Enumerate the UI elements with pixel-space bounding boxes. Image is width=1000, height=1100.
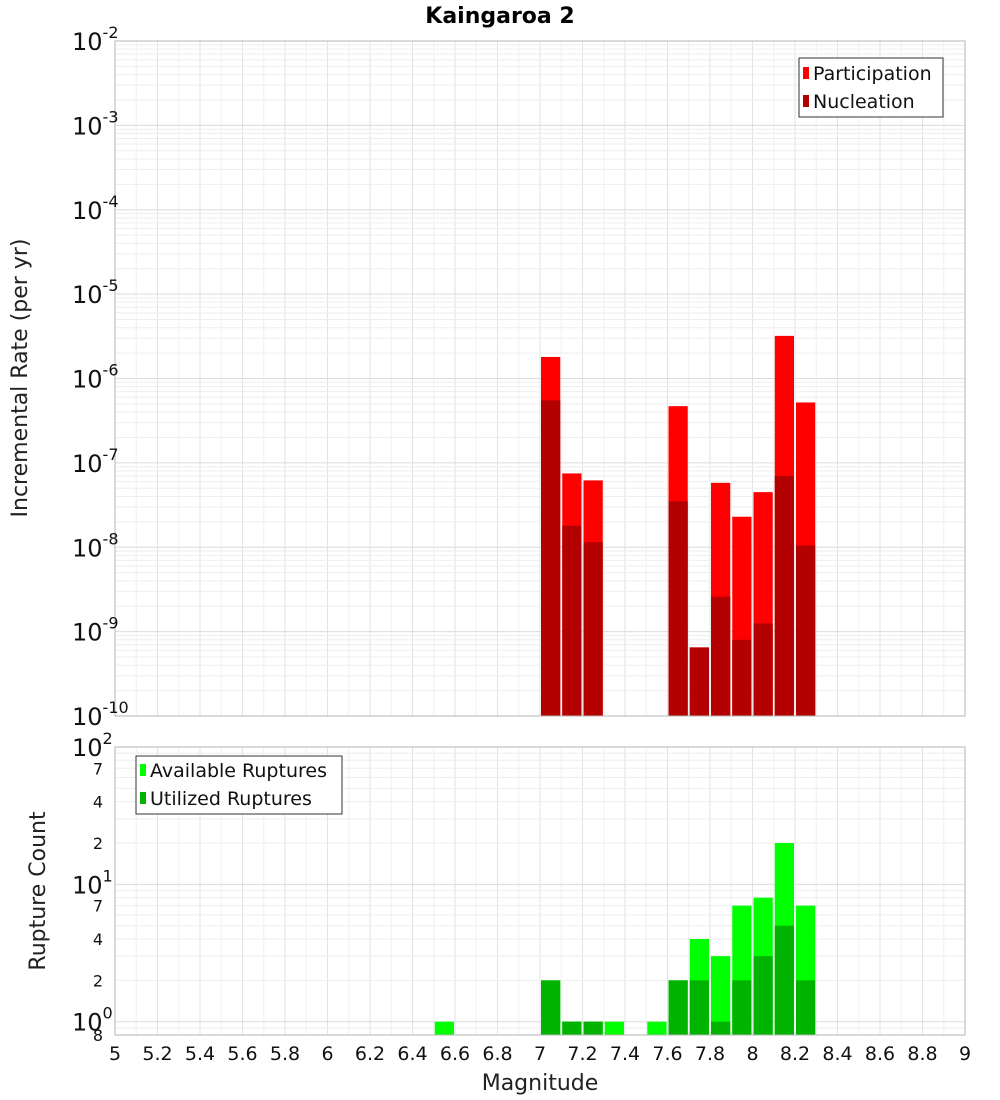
nucleation-bar bbox=[562, 525, 582, 716]
top-y-tick-label: 10-2 bbox=[72, 23, 119, 56]
bottom-y-minor-tick-label: 8 bbox=[93, 1026, 103, 1045]
top-y-tick-label: 10-3 bbox=[72, 107, 119, 140]
rate-plot: 10-10 10-9 10-8 10-7 10-6 10-5 10-4 10-3 10-2 Par… bbox=[72, 23, 966, 731]
available-ruptures-legend-label: Available Ruptures bbox=[150, 760, 327, 782]
rupture-count-plot: 100 101 102 8 2 4 7 2 4 7 Available Ruptures Utiliz… bbox=[72, 729, 971, 1065]
bottom-y-minor-tick-label: 7 bbox=[93, 759, 103, 778]
bottom-y-minor-tick-label: 2 bbox=[93, 971, 103, 990]
utilized-ruptures-bar bbox=[732, 980, 752, 1035]
x-tick-label: 5.6 bbox=[227, 1043, 257, 1065]
x-tick-label: 7.8 bbox=[695, 1043, 725, 1065]
bottom-y-axis-title: Rupture Count bbox=[26, 811, 51, 971]
bottom-y-tick-label: 101 bbox=[72, 866, 113, 899]
x-tick-label: 8.2 bbox=[780, 1043, 810, 1065]
top-y-axis-title: Incremental Rate (per yr) bbox=[8, 239, 33, 518]
utilized-ruptures-bar bbox=[796, 980, 816, 1035]
x-tick-label: 6.6 bbox=[440, 1043, 470, 1065]
bottom-y-tick-label: 100 bbox=[72, 1004, 113, 1037]
x-tick-label: 8.6 bbox=[865, 1043, 895, 1065]
nucleation-bar bbox=[541, 400, 561, 716]
top-legend: Participation Nucleation bbox=[798, 57, 944, 118]
utilized-ruptures-bar bbox=[583, 1021, 603, 1035]
x-tick-label: 7.2 bbox=[567, 1043, 597, 1065]
x-tick-label: 7.6 bbox=[652, 1043, 682, 1065]
x-tick-label: 9 bbox=[959, 1043, 971, 1065]
top-y-tick-label: 10-9 bbox=[72, 614, 119, 647]
utilized-ruptures-legend-label: Utilized Ruptures bbox=[150, 788, 312, 810]
x-axis-title: Magnitude bbox=[482, 1071, 599, 1096]
available-ruptures-bar bbox=[647, 1021, 667, 1035]
top-y-tick-label: 10-4 bbox=[72, 192, 119, 225]
utilized-ruptures-bar bbox=[753, 956, 773, 1035]
top-y-tick-label: 10-5 bbox=[72, 276, 119, 309]
nucleation-legend-swatch bbox=[803, 95, 809, 107]
participation-legend-swatch bbox=[803, 67, 809, 79]
nucleation-bar bbox=[774, 475, 794, 716]
top-plot-frame bbox=[114, 40, 966, 717]
available-ruptures-legend-swatch bbox=[140, 764, 146, 776]
nucleation-bar bbox=[583, 542, 603, 716]
top-y-tick-label: 10-6 bbox=[72, 361, 119, 394]
x-tick-label: 5.2 bbox=[142, 1043, 172, 1065]
bottom-legend-box bbox=[135, 755, 343, 815]
bottom-y-minor-tick-label: 2 bbox=[93, 834, 103, 853]
x-tick-label: 7 bbox=[534, 1043, 546, 1065]
bottom-y-minor-tick-label: 4 bbox=[93, 930, 103, 949]
x-tick-label: 6.8 bbox=[482, 1043, 512, 1065]
bottom-plot-frame bbox=[114, 746, 966, 1036]
bottom-y-tick-label: 102 bbox=[72, 729, 113, 762]
x-tick-label: 8.8 bbox=[907, 1043, 937, 1065]
nucleation-bar bbox=[711, 596, 731, 716]
x-tick-label: 6 bbox=[321, 1043, 333, 1065]
participation-legend-label: Participation bbox=[813, 63, 932, 85]
top-y-tick-label: 10-10 bbox=[72, 698, 129, 731]
x-tick-label: 8 bbox=[746, 1043, 758, 1065]
bottom-legend: Available Ruptures Utilized Ruptures bbox=[135, 755, 343, 815]
chart-title: Kaingaroa 2 bbox=[425, 4, 574, 29]
utilized-ruptures-bar bbox=[689, 980, 709, 1035]
top-legend-box bbox=[798, 57, 944, 118]
nucleation-bar bbox=[668, 501, 688, 716]
utilized-ruptures-bar bbox=[541, 980, 561, 1035]
x-tick-label: 8.4 bbox=[822, 1043, 852, 1065]
x-tick-label: 7.4 bbox=[610, 1043, 640, 1065]
utilized-ruptures-legend-swatch bbox=[140, 792, 146, 804]
utilized-ruptures-bar bbox=[711, 1021, 731, 1035]
available-ruptures-bar bbox=[434, 1021, 454, 1035]
available-ruptures-bar bbox=[604, 1021, 624, 1035]
x-tick-label: 5.8 bbox=[270, 1043, 300, 1065]
utilized-ruptures-bar bbox=[562, 1021, 582, 1035]
nucleation-bar bbox=[689, 647, 709, 716]
bottom-y-minor-tick-label: 4 bbox=[93, 793, 103, 812]
x-tick-label: 6.2 bbox=[355, 1043, 385, 1065]
top-y-tick-label: 10-7 bbox=[72, 445, 119, 478]
utilized-ruptures-bar bbox=[668, 980, 688, 1035]
nucleation-bar bbox=[796, 545, 816, 716]
nucleation-bar bbox=[732, 639, 752, 716]
x-tick-label: 5.4 bbox=[185, 1043, 215, 1065]
x-tick-label: 6.4 bbox=[397, 1043, 427, 1065]
available-ruptures-bar bbox=[711, 956, 731, 1035]
nucleation-bar bbox=[753, 623, 773, 716]
utilized-ruptures-bar bbox=[774, 925, 794, 1035]
nucleation-legend-label: Nucleation bbox=[813, 91, 915, 113]
top-y-tick-label: 10-8 bbox=[72, 529, 119, 562]
bottom-y-minor-tick-label: 7 bbox=[93, 897, 103, 916]
x-tick-label: 5 bbox=[109, 1043, 121, 1065]
